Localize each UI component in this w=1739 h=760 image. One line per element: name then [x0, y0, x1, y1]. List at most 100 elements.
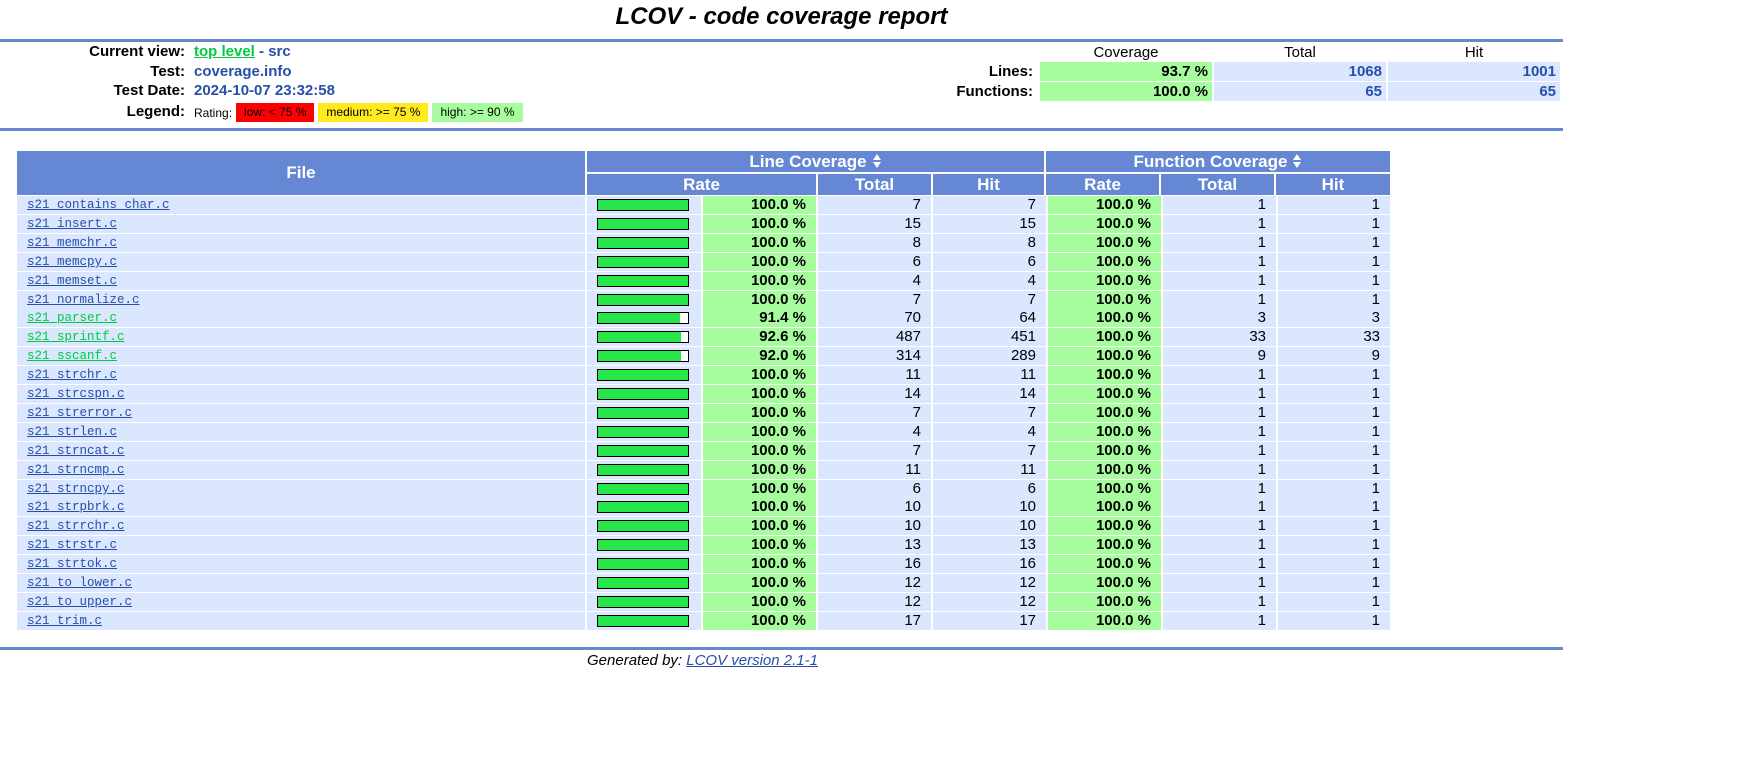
- top-level-link[interactable]: top level: [194, 43, 255, 60]
- coverage-bar-cell: [587, 423, 701, 441]
- line-rate-cell: 92.6 %: [703, 328, 816, 346]
- function-hit-cell: 1: [1278, 404, 1390, 422]
- function-coverage-title: Function Coverage: [1133, 152, 1288, 171]
- function-rate-cell: 100.0 %: [1048, 272, 1161, 290]
- file-link[interactable]: s21_strncpy.c: [27, 482, 125, 496]
- function-rate-cell: 100.0 %: [1048, 328, 1161, 346]
- line-rate-cell: 100.0 %: [703, 215, 816, 233]
- function-total-cell: 1: [1163, 423, 1276, 441]
- file-link[interactable]: s21_sscanf.c: [27, 349, 118, 363]
- file-cell: s21_memset.c: [17, 272, 585, 290]
- function-rate-cell: 100.0 %: [1048, 366, 1161, 384]
- file-link[interactable]: s21_contains_char.c: [27, 198, 170, 212]
- function-rate-cell: 100.0 %: [1048, 385, 1161, 403]
- file-cell: s21_strlen.c: [17, 423, 585, 441]
- file-link[interactable]: s21_trim.c: [27, 614, 103, 628]
- file-link[interactable]: s21_strerror.c: [27, 406, 133, 420]
- file-link[interactable]: s21_strrchr.c: [27, 519, 125, 533]
- function-rate-cell: 100.0 %: [1048, 196, 1161, 214]
- file-link[interactable]: s21_strncmp.c: [27, 463, 125, 477]
- line-hit-cell: 10: [933, 498, 1046, 516]
- coverage-bar-cell: [587, 328, 701, 346]
- coverage-bar: [597, 199, 689, 211]
- function-total-cell: 9: [1163, 347, 1276, 365]
- coverage-bar-fill: [598, 257, 688, 267]
- coverage-bar-fill: [598, 484, 688, 494]
- coverage-bar: [597, 501, 689, 513]
- function-rate-cell: 100.0 %: [1048, 423, 1161, 441]
- file-link[interactable]: s21_strncat.c: [27, 444, 125, 458]
- coverage-bar-fill: [598, 427, 688, 437]
- subheader-line-rate: Rate: [587, 174, 816, 195]
- file-link[interactable]: s21_normalize.c: [27, 293, 140, 307]
- function-total-cell: 1: [1163, 536, 1276, 554]
- file-link[interactable]: s21_memset.c: [27, 274, 118, 288]
- coverage-bar-fill: [598, 295, 688, 305]
- file-link[interactable]: s21_sprintf.c: [27, 330, 125, 344]
- coverage-bar-cell: [587, 347, 701, 365]
- file-link[interactable]: s21_strtok.c: [27, 557, 118, 571]
- lcov-version-link[interactable]: LCOV version 2.1-1: [686, 652, 818, 669]
- legend-label: Legend:: [126, 103, 185, 120]
- legend-high: high: >= 90 %: [432, 103, 523, 122]
- line-total-cell: 6: [818, 253, 931, 271]
- file-link[interactable]: s21_to_lower.c: [27, 576, 133, 590]
- table-row: s21_contains_char.c 100.0 % 7 7 100.0 % 1 1: [17, 196, 1390, 214]
- line-total-cell: 7: [818, 404, 931, 422]
- file-cell: s21_sscanf.c: [17, 347, 585, 365]
- file-link[interactable]: s21_strpbrk.c: [27, 500, 125, 514]
- file-link[interactable]: s21_memcpy.c: [27, 255, 118, 269]
- function-rate-cell: 100.0 %: [1048, 291, 1161, 309]
- coverage-bar-cell: [587, 555, 701, 573]
- line-total-cell: 11: [818, 366, 931, 384]
- line-hit-cell: 289: [933, 347, 1046, 365]
- coverage-bar-fill: [598, 351, 681, 361]
- coverage-bar-fill: [598, 597, 688, 607]
- line-rate-cell: 100.0 %: [703, 272, 816, 290]
- coverage-bar: [597, 407, 689, 419]
- function-hit-cell: 1: [1278, 517, 1390, 535]
- file-cell: s21_trim.c: [17, 612, 585, 630]
- line-hit-cell: 4: [933, 272, 1046, 290]
- line-total-cell: 7: [818, 196, 931, 214]
- function-hit-cell: 9: [1278, 347, 1390, 365]
- file-link[interactable]: s21_strchr.c: [27, 368, 118, 382]
- table-row: s21_strlen.c 100.0 % 4 4 100.0 % 1 1: [17, 423, 1390, 441]
- file-link[interactable]: s21_strlen.c: [27, 425, 118, 439]
- file-link[interactable]: s21_memchr.c: [27, 236, 118, 250]
- file-cell: s21_strchr.c: [17, 366, 585, 384]
- line-hit-cell: 16: [933, 555, 1046, 573]
- coverage-bar-fill: [598, 238, 688, 248]
- line-hit-cell: 6: [933, 253, 1046, 271]
- coverage-bar-cell: [587, 517, 701, 535]
- coverage-bar-fill: [598, 389, 688, 399]
- line-rate-cell: 100.0 %: [703, 612, 816, 630]
- coverage-bar-fill: [598, 200, 688, 210]
- file-cell: s21_strrchr.c: [17, 517, 585, 535]
- file-link[interactable]: s21_to_upper.c: [27, 595, 133, 609]
- line-hit-cell: 8: [933, 234, 1046, 252]
- coverage-bar-fill: [598, 502, 688, 512]
- function-hit-cell: 1: [1278, 593, 1390, 611]
- function-total-cell: 1: [1163, 612, 1276, 630]
- file-cell: s21_strcspn.c: [17, 385, 585, 403]
- file-cell: s21_strtok.c: [17, 555, 585, 573]
- function-rate-cell: 100.0 %: [1048, 574, 1161, 592]
- function-hit-cell: 3: [1278, 309, 1390, 327]
- file-link[interactable]: s21_insert.c: [27, 217, 118, 231]
- sort-arrows-icon[interactable]: [872, 153, 882, 168]
- page-title: LCOV - code coverage report: [615, 3, 948, 30]
- file-link[interactable]: s21_parser.c: [27, 311, 118, 325]
- file-link[interactable]: s21_strcspn.c: [27, 387, 125, 401]
- file-cell: s21_to_lower.c: [17, 574, 585, 592]
- function-rate-cell: 100.0 %: [1048, 612, 1161, 630]
- file-link[interactable]: s21_strstr.c: [27, 538, 118, 552]
- function-rate-cell: 100.0 %: [1048, 461, 1161, 479]
- function-hit-cell: 1: [1278, 574, 1390, 592]
- sort-arrows-icon[interactable]: [1293, 153, 1302, 168]
- summary-lines-hit: 1001: [1388, 62, 1560, 81]
- subheader-line-hit: Hit: [933, 174, 1044, 195]
- file-cell: s21_contains_char.c: [17, 196, 585, 214]
- table-row: s21_strcspn.c 100.0 % 14 14 100.0 % 1 1: [17, 385, 1390, 403]
- function-total-cell: 1: [1163, 498, 1276, 516]
